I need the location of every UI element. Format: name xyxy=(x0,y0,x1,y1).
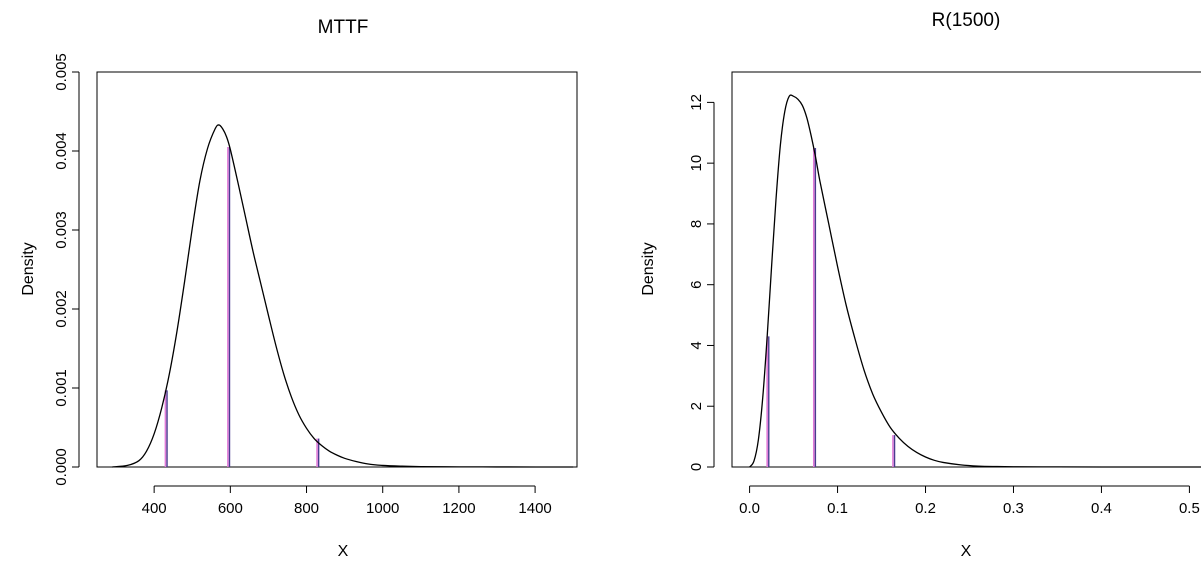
y-tick-label: 6 xyxy=(688,281,705,289)
y-tick-label: 10 xyxy=(688,155,705,172)
interval-lines xyxy=(766,147,896,467)
x-tick-label: 0.3 xyxy=(1003,500,1024,517)
x-axis-label: X xyxy=(961,543,972,560)
x-axis-label: X xyxy=(338,543,349,560)
plot-frame xyxy=(96,71,578,468)
chart-panel-r1500: R(1500) 0.0 0.1 0.2 0.3 0.4 0.5 0 2 4 6 8 10 12 X D… xyxy=(640,10,1201,560)
interval-lines xyxy=(164,147,320,467)
y-tick-label: 0.000 xyxy=(53,448,70,486)
x-tick-label: 400 xyxy=(142,500,167,517)
x-tick-label: 0.1 xyxy=(827,500,848,517)
y-axis: 0.000 0.001 0.002 0.003 0.004 0.005 xyxy=(53,53,80,486)
y-tick-label: 0.001 xyxy=(53,369,70,407)
x-tick-label: 600 xyxy=(218,500,243,517)
x-tick-label: 0.5 xyxy=(1179,500,1200,517)
density-curve xyxy=(112,124,574,468)
y-tick-label: 0.003 xyxy=(53,211,70,249)
x-axis: 0.0 0.1 0.2 0.3 0.4 0.5 xyxy=(739,485,1200,517)
y-tick-label: 8 xyxy=(688,220,705,228)
y-tick-label: 0 xyxy=(688,463,705,471)
x-tick-label: 1000 xyxy=(366,500,399,517)
x-tick-label: 0.4 xyxy=(1091,500,1112,517)
y-tick-label: 4 xyxy=(688,341,705,349)
chart-title: R(1500) xyxy=(932,10,1001,31)
y-tick-label: 2 xyxy=(688,402,705,410)
x-tick-label: 0.2 xyxy=(915,500,936,517)
x-tick-label: 1400 xyxy=(518,500,551,517)
x-tick-label: 1200 xyxy=(442,500,475,517)
chart-title: MTTF xyxy=(318,17,369,38)
y-tick-label: 0.004 xyxy=(53,132,70,170)
y-axis-label: Density xyxy=(640,242,657,295)
density-curve xyxy=(749,94,1201,468)
y-tick-label: 12 xyxy=(688,94,705,111)
chart-panel-mttf: MTTF 400 600 800 1000 1200 1400 0.0000.0010.0… xyxy=(20,17,578,560)
plot-frame xyxy=(731,71,1201,468)
y-tick-label: 0.005 xyxy=(53,53,70,91)
x-axis: 400 600 800 1000 1200 1400 xyxy=(142,485,552,517)
y-axis: 0 2 4 6 8 10 12 xyxy=(688,94,715,471)
y-axis-label: Density xyxy=(20,242,37,295)
x-tick-label: 800 xyxy=(294,500,319,517)
x-tick-label: 0.0 xyxy=(739,500,760,517)
y-tick-label: 0.002 xyxy=(53,290,70,328)
